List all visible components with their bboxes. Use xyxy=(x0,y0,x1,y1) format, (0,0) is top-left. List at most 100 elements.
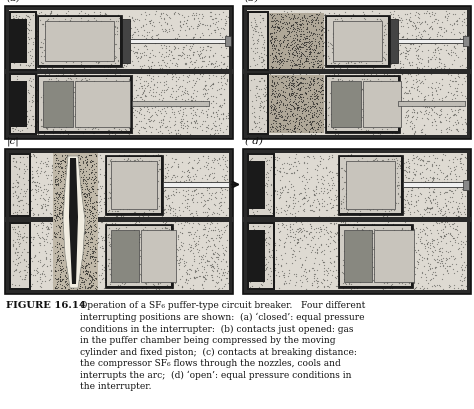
Point xyxy=(279,16,286,22)
Point xyxy=(53,180,61,187)
Point xyxy=(156,124,164,131)
Point xyxy=(80,249,87,256)
Point xyxy=(284,104,292,111)
Point xyxy=(53,153,60,159)
Point xyxy=(26,269,33,276)
Point xyxy=(191,123,199,130)
Point xyxy=(88,126,95,133)
Point xyxy=(43,120,51,127)
Point xyxy=(104,234,112,240)
Point xyxy=(86,285,94,292)
Point xyxy=(302,91,310,97)
Point xyxy=(255,104,263,110)
Point xyxy=(375,88,383,94)
Point xyxy=(82,26,90,33)
Point xyxy=(41,103,48,110)
Point xyxy=(6,162,14,169)
Point xyxy=(331,20,339,26)
Point xyxy=(139,96,146,103)
Point xyxy=(283,17,291,24)
Point xyxy=(189,41,197,47)
Point xyxy=(189,213,197,220)
Point xyxy=(383,279,391,285)
Point xyxy=(261,258,269,265)
Point xyxy=(387,274,394,281)
Point xyxy=(164,222,172,228)
Point xyxy=(395,283,403,290)
Point xyxy=(347,153,355,160)
Point xyxy=(161,239,168,246)
Point xyxy=(142,20,150,27)
Point xyxy=(269,82,277,89)
Point xyxy=(408,113,416,120)
Point xyxy=(155,107,162,114)
Point xyxy=(292,39,299,46)
Point xyxy=(433,64,440,70)
Point xyxy=(143,191,150,197)
Bar xyxy=(398,39,465,43)
Point xyxy=(343,96,350,103)
Point xyxy=(311,54,319,60)
Point xyxy=(65,241,73,248)
Point xyxy=(428,25,436,32)
Point xyxy=(88,274,95,280)
Point xyxy=(401,37,409,44)
Point xyxy=(443,267,451,274)
Point xyxy=(258,55,266,61)
Point xyxy=(285,105,292,111)
Point xyxy=(74,86,82,93)
Point xyxy=(82,89,90,96)
Point xyxy=(377,179,384,185)
Point xyxy=(28,94,36,101)
Point xyxy=(383,157,391,164)
Point xyxy=(152,164,160,170)
Point xyxy=(341,102,348,109)
Point xyxy=(341,166,349,173)
Point xyxy=(305,40,313,46)
Point xyxy=(250,57,258,64)
Point xyxy=(12,191,19,198)
Point xyxy=(267,34,275,40)
Point xyxy=(433,199,440,205)
Point xyxy=(250,26,257,33)
Point xyxy=(355,110,362,116)
Point xyxy=(109,265,117,272)
Point xyxy=(147,63,155,70)
Point xyxy=(181,27,188,34)
Point xyxy=(221,281,229,288)
Point xyxy=(344,42,352,48)
Point xyxy=(36,195,44,202)
Point xyxy=(62,219,70,226)
Point xyxy=(24,13,32,20)
Point xyxy=(82,272,89,278)
Point xyxy=(58,165,66,172)
Point xyxy=(320,124,328,130)
Point xyxy=(394,184,402,191)
Point xyxy=(143,174,150,181)
Point xyxy=(80,244,87,251)
Point xyxy=(222,172,229,178)
Point xyxy=(308,118,316,124)
Point xyxy=(267,267,275,274)
Point xyxy=(318,38,326,44)
Point xyxy=(305,128,313,135)
Point xyxy=(335,237,342,243)
Point xyxy=(59,199,67,206)
Point xyxy=(132,235,140,241)
Point xyxy=(74,168,82,175)
Point xyxy=(126,178,134,184)
Point xyxy=(126,77,133,83)
Point xyxy=(201,264,208,270)
Point xyxy=(356,79,364,85)
Point xyxy=(307,85,314,92)
Point xyxy=(392,200,400,207)
Point xyxy=(83,285,91,291)
Point xyxy=(24,30,32,36)
Point xyxy=(62,105,69,111)
Point xyxy=(422,199,429,205)
Point xyxy=(190,49,198,55)
Point xyxy=(80,229,88,236)
Point xyxy=(169,190,176,197)
Point xyxy=(458,285,465,292)
Point xyxy=(266,209,274,215)
